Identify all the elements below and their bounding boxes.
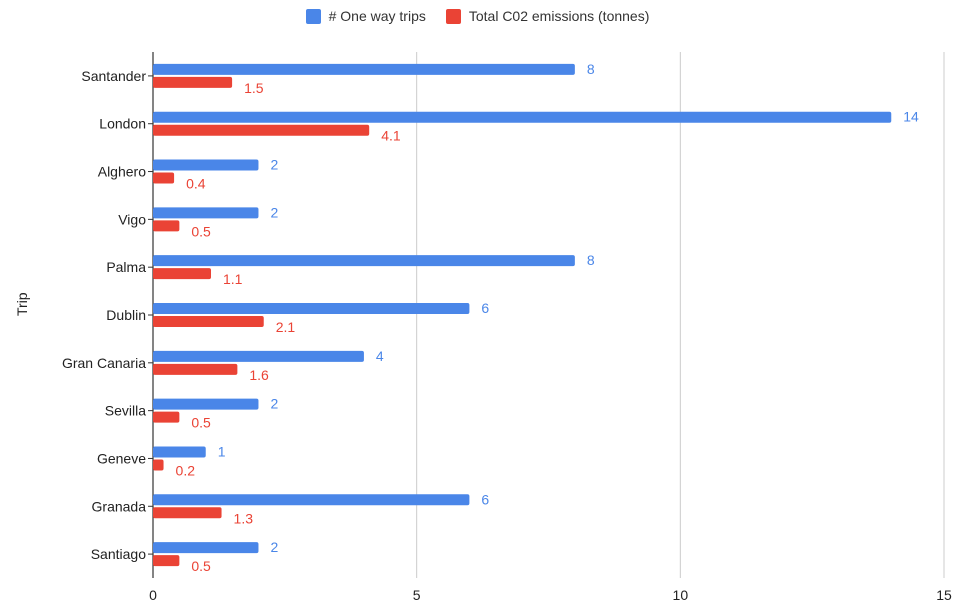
emissions-bar — [153, 172, 175, 184]
y-tick-label-alghero: Alghero — [98, 164, 146, 180]
emissions-data-label: 4.1 — [381, 128, 401, 144]
emissions-bar — [153, 411, 180, 423]
chart-legend: # One way trips Total C02 emissions (ton… — [0, 8, 955, 24]
emissions-data-label: 0.5 — [191, 558, 211, 574]
legend-swatch-trips — [305, 8, 321, 24]
trips-data-label: 14 — [903, 109, 919, 125]
trips-bar — [153, 446, 206, 458]
trips-bar — [153, 111, 892, 123]
trips-bar — [153, 494, 470, 506]
emissions-bar — [153, 76, 233, 88]
trips-data-label: 6 — [481, 300, 489, 316]
trips-data-label: 8 — [587, 61, 595, 77]
trips-bar — [153, 207, 259, 219]
emissions-bar — [153, 316, 264, 327]
y-tick-label-geneve: Geneve — [97, 450, 146, 466]
trips-bar — [153, 159, 259, 171]
emissions-bar — [153, 363, 238, 375]
legend-label-trips: # One way trips — [328, 8, 426, 24]
legend-item-trips[interactable]: # One way trips — [305, 8, 426, 24]
legend-item-emissions[interactable]: Total C02 emissions (tonnes) — [445, 8, 650, 24]
emissions-data-label: 1.6 — [249, 367, 269, 383]
y-tick-label-santander: Santander — [81, 68, 146, 84]
trips-bar — [153, 63, 575, 75]
emissions-data-label: 1.5 — [244, 80, 264, 96]
trips-bar — [153, 542, 259, 554]
emissions-data-label: 0.4 — [186, 176, 206, 192]
legend-label-emissions: Total C02 emissions (tonnes) — [468, 8, 650, 24]
y-tick-label-sevilla: Sevilla — [105, 403, 146, 419]
trips-data-label: 6 — [481, 491, 489, 507]
y-tick-label-gran-canaria: Gran Canaria — [62, 355, 146, 371]
legend-swatch-emissions — [445, 8, 461, 24]
emissions-data-label: 2.1 — [276, 319, 296, 335]
trips-data-label: 2 — [270, 204, 278, 220]
trips-data-label: 2 — [270, 396, 278, 412]
y-tick-label-london: London — [99, 116, 146, 132]
trips-bar — [153, 255, 575, 267]
y-tick-label-dublin: Dublin — [106, 307, 146, 323]
emissions-data-label: 0.5 — [191, 415, 211, 431]
emissions-data-label: 0.2 — [176, 462, 196, 478]
trips-data-label: 2 — [270, 157, 278, 173]
trips-bar — [153, 398, 259, 410]
emissions-bar — [153, 459, 164, 471]
x-tick-label: 15 — [936, 587, 952, 602]
emissions-data-label: 1.3 — [234, 510, 254, 526]
trips-bar — [153, 350, 364, 362]
emissions-bar — [153, 555, 180, 567]
y-tick-label-vigo: Vigo — [118, 211, 146, 227]
trips-bar — [153, 303, 470, 314]
x-tick-label: 5 — [413, 587, 421, 602]
trips-data-label: 4 — [376, 348, 384, 364]
emissions-bar — [153, 124, 370, 136]
y-tick-label-granada: Granada — [92, 498, 147, 514]
x-tick-label: 0 — [149, 587, 157, 602]
emissions-data-label: 0.5 — [191, 223, 211, 239]
trips-data-label: 1 — [218, 443, 226, 459]
trips-data-label: 2 — [270, 539, 278, 555]
y-tick-label-santiago: Santiago — [91, 546, 146, 562]
emissions-bar — [153, 220, 180, 232]
trips-data-label: 8 — [587, 252, 595, 268]
x-tick-label: 10 — [673, 587, 689, 602]
emissions-data-label: 1.1 — [223, 271, 243, 287]
emissions-bar — [153, 507, 222, 519]
y-tick-label-palma: Palma — [106, 259, 146, 275]
emissions-bar — [153, 268, 212, 280]
